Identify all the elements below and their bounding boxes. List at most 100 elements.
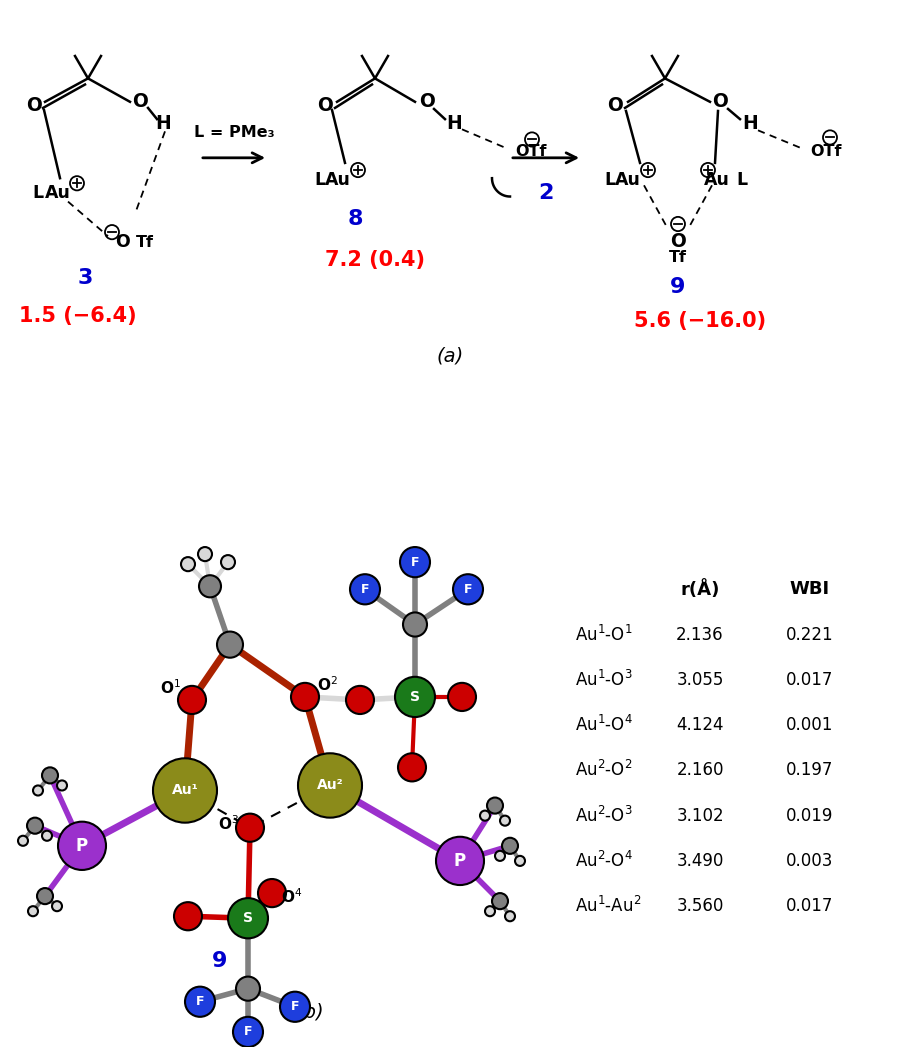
Text: L = PMe₃: L = PMe₃	[194, 125, 274, 140]
Circle shape	[448, 683, 476, 711]
Circle shape	[480, 810, 490, 821]
Circle shape	[495, 851, 505, 861]
Text: Au: Au	[704, 172, 730, 190]
Text: L: L	[736, 172, 748, 190]
Text: 0.001: 0.001	[787, 716, 833, 734]
Text: Au$^2$-O$^4$: Au$^2$-O$^4$	[575, 851, 633, 871]
Circle shape	[174, 903, 202, 931]
Text: O: O	[26, 96, 42, 115]
Text: Au¹: Au¹	[171, 783, 198, 798]
Circle shape	[492, 893, 508, 909]
Circle shape	[502, 838, 518, 854]
Text: O: O	[670, 231, 686, 251]
Text: 1.5 (−6.4): 1.5 (−6.4)	[19, 306, 137, 326]
Text: Au: Au	[615, 172, 641, 190]
Text: 2.160: 2.160	[677, 761, 724, 779]
Text: OTf: OTf	[810, 144, 842, 159]
Text: O$^3$: O$^3$	[217, 815, 239, 833]
Circle shape	[403, 612, 427, 637]
Text: O$^4$: O$^4$	[281, 888, 303, 907]
Text: Au$^2$-O$^3$: Au$^2$-O$^3$	[575, 805, 633, 826]
Text: 9: 9	[213, 952, 228, 972]
Circle shape	[500, 816, 510, 826]
Text: Au: Au	[325, 172, 350, 190]
Text: 7.2 (0.4): 7.2 (0.4)	[325, 249, 425, 270]
Circle shape	[221, 555, 235, 570]
Text: H: H	[742, 114, 758, 133]
Text: S: S	[243, 911, 253, 926]
Text: F: F	[196, 996, 205, 1008]
Text: 0.019: 0.019	[787, 806, 833, 825]
Text: 8: 8	[347, 209, 363, 229]
Circle shape	[398, 753, 426, 781]
Circle shape	[453, 574, 483, 604]
Circle shape	[42, 767, 58, 783]
Text: 5.6 (−16.0): 5.6 (−16.0)	[634, 311, 766, 331]
Text: P: P	[454, 852, 466, 870]
Circle shape	[400, 547, 430, 577]
Text: Au$^1$-Au$^2$: Au$^1$-Au$^2$	[575, 896, 642, 916]
Circle shape	[228, 898, 268, 938]
Text: 3.102: 3.102	[676, 806, 724, 825]
Text: Au$^2$-O$^2$: Au$^2$-O$^2$	[575, 760, 633, 780]
Circle shape	[181, 557, 195, 572]
Circle shape	[52, 901, 62, 911]
Circle shape	[199, 575, 221, 598]
Text: O$^2$: O$^2$	[316, 675, 337, 694]
Text: O: O	[419, 92, 435, 111]
Text: H: H	[446, 114, 462, 133]
Circle shape	[27, 818, 43, 833]
Text: 0.017: 0.017	[787, 671, 833, 689]
Circle shape	[178, 686, 206, 714]
Text: L: L	[314, 172, 325, 190]
Text: O: O	[317, 96, 333, 115]
Text: Au$^1$-O$^4$: Au$^1$-O$^4$	[575, 715, 633, 735]
Circle shape	[185, 986, 215, 1017]
Text: 2.136: 2.136	[676, 625, 724, 644]
Text: 3.490: 3.490	[677, 852, 724, 870]
Text: 9: 9	[670, 277, 686, 297]
Circle shape	[18, 836, 28, 846]
Text: 0.197: 0.197	[787, 761, 833, 779]
Circle shape	[153, 758, 217, 823]
Text: O: O	[607, 96, 623, 115]
Text: L: L	[605, 172, 615, 190]
Text: F: F	[291, 1000, 299, 1013]
Text: O: O	[132, 92, 148, 111]
Text: r(Å): r(Å)	[680, 580, 720, 599]
Text: 2: 2	[538, 183, 554, 203]
Circle shape	[395, 676, 435, 717]
Text: H: H	[155, 114, 171, 133]
Text: O: O	[114, 233, 130, 251]
Text: F: F	[464, 583, 472, 596]
Text: OTf: OTf	[515, 144, 547, 159]
Circle shape	[28, 906, 38, 916]
Text: S: S	[410, 690, 420, 704]
Text: F: F	[244, 1025, 252, 1039]
Text: Au: Au	[45, 184, 71, 202]
Text: WBI: WBI	[790, 580, 830, 598]
Circle shape	[487, 798, 503, 814]
Text: 4.124: 4.124	[677, 716, 724, 734]
Circle shape	[57, 780, 67, 790]
Circle shape	[33, 785, 43, 796]
Circle shape	[233, 1017, 263, 1047]
Circle shape	[291, 683, 319, 711]
Text: F: F	[360, 583, 369, 596]
Text: (b): (b)	[296, 1002, 323, 1021]
Circle shape	[280, 992, 310, 1022]
Circle shape	[198, 547, 212, 561]
Circle shape	[298, 753, 362, 818]
Text: 3.055: 3.055	[677, 671, 724, 689]
Circle shape	[58, 822, 106, 870]
Text: F: F	[411, 556, 419, 569]
Circle shape	[217, 631, 243, 658]
Text: P: P	[76, 837, 88, 854]
Circle shape	[436, 837, 484, 885]
Text: (a): (a)	[436, 347, 464, 365]
Text: O: O	[712, 92, 728, 111]
Text: 0.017: 0.017	[787, 897, 833, 915]
Circle shape	[485, 906, 495, 916]
Circle shape	[236, 977, 260, 1001]
Text: Au$^1$-O$^3$: Au$^1$-O$^3$	[575, 670, 633, 690]
